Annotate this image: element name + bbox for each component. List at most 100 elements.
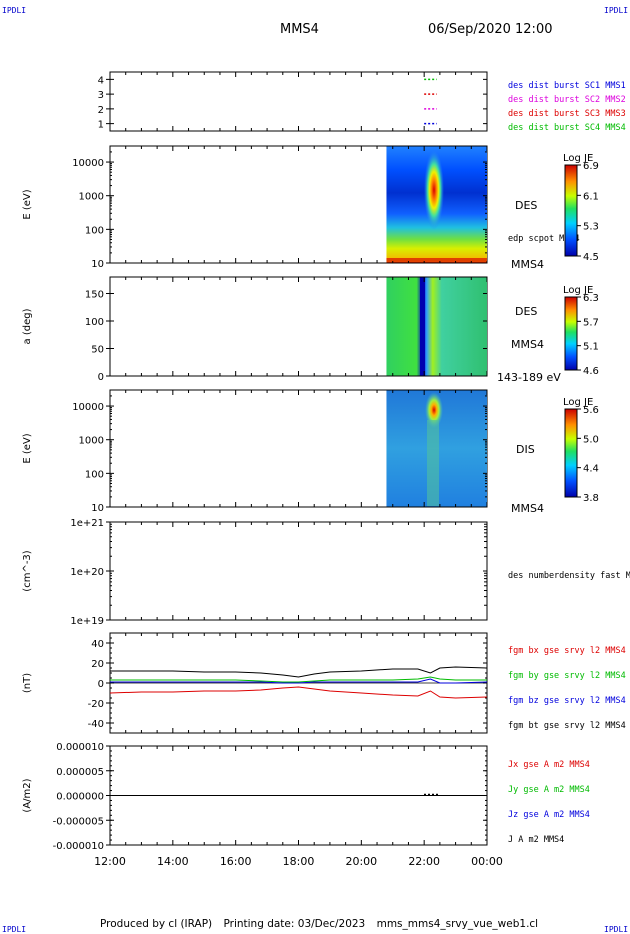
burst-legend-2: des dist burst SC2 MMS2	[508, 95, 626, 105]
dis-energy-instrument: DIS	[516, 443, 535, 456]
colorbar-1	[564, 164, 578, 257]
dis-energy-y-tick-label: 10000	[72, 402, 104, 413]
current-legend-1: Jx gse A m2 MMS4	[508, 760, 590, 770]
density-legend: des numberdensity fast M	[508, 571, 630, 581]
des-energy-y-tick-label: 100	[85, 225, 104, 236]
current-y-tick-label: -0.000005	[53, 816, 104, 827]
footer-file: mms_mms4_srvy_vue_web1.cl	[376, 918, 539, 930]
dis-energy-peak	[425, 392, 443, 428]
corner-tag-top-right: IPDLI	[604, 6, 629, 15]
density-ylabel: (cm^-3)	[22, 550, 33, 591]
time-axis-label: 16:00	[220, 855, 252, 868]
des-pitch-spectrogram-spacecraft: MMS4	[511, 338, 544, 351]
bfield-legend-4: fgm bt gse srvy l2 MMS4	[508, 721, 626, 731]
des-energy-spacecraft: MMS4	[511, 258, 544, 271]
bfield-ylabel: (nT)	[22, 673, 33, 693]
spacecraft-title: MMS4	[280, 22, 319, 37]
des-energy-peak	[424, 150, 444, 230]
dis-energy-y-tick-label: 10	[91, 503, 104, 514]
density-y-tick-label: 1e+19	[70, 616, 104, 627]
time-axis-label: 20:00	[345, 855, 377, 868]
bfield-y-tick-label: -20	[88, 699, 104, 710]
colorbar-2	[564, 296, 578, 371]
des-scpot-line	[386, 258, 487, 261]
colorbar-tick-label: 5.3	[583, 222, 599, 233]
footer-printing-date: Printing date: 03/Dec/2023	[223, 918, 366, 930]
bfield-legend-3: fgm bz gse srvy l2 MMS4	[508, 696, 626, 706]
colorbar-title: Log JE	[563, 153, 593, 164]
current-y-tick-label: -0.000010	[53, 841, 104, 852]
current-legend-3: Jz gse A m2 MMS4	[508, 810, 590, 820]
dis-energy-y-tick-label: 100	[85, 469, 104, 480]
colorbar-tick-label: 4.6	[583, 366, 599, 377]
bfield-line-3	[110, 678, 488, 684]
colorbar-tick-label: 6.9	[583, 161, 599, 172]
corner-tag-bottom-right: IPDLI	[604, 925, 629, 934]
bfield-y-tick-label: -40	[88, 719, 104, 730]
bfield-y-tick-label: 20	[91, 659, 104, 670]
panel-burst-frame	[109, 71, 488, 132]
des-pitch-energy-range: 143-189 eV	[497, 371, 561, 384]
bfield-legend-2: fgm by gse srvy l2 MMS4	[508, 671, 626, 681]
bfield-y-tick-label: 40	[91, 639, 104, 650]
colorbar-tick-label: 5.7	[583, 317, 599, 328]
corner-tag-top-left: IPDLI	[2, 6, 27, 15]
burst-y-tick-label: 3	[98, 90, 104, 101]
colorbar-tick-label: 4.4	[583, 464, 599, 475]
footer-produced-by: Produced by cl (IRAP)	[100, 918, 213, 930]
current-y-tick-label: 0.000000	[56, 792, 104, 803]
time-axis-label: 12:00	[94, 855, 126, 868]
current-legend-4: J A m2 MMS4	[508, 835, 564, 845]
time-axis-label: 18:00	[283, 855, 315, 868]
des-pitch-y-tick-label: 100	[85, 317, 104, 328]
time-axis-label: 14:00	[157, 855, 189, 868]
des-pitch-ylabel: a (deg)	[22, 308, 33, 344]
density-y-tick-label: 1e+21	[70, 518, 104, 529]
colorbar-tick-label: 3.8	[583, 493, 599, 504]
colorbar-tick-label: 5.0	[583, 434, 599, 445]
des-energy-ylabel: E (eV)	[22, 189, 33, 219]
bfield-line-1	[109, 686, 488, 699]
des-pitch-dropout	[420, 277, 425, 376]
colorbar-title: Log JE	[563, 397, 593, 408]
burst-legend-1: des dist burst SC1 MMS1	[508, 81, 626, 91]
des-energy-y-tick-label: 1000	[79, 192, 104, 203]
des-energy-y-tick-label: 10	[91, 259, 104, 270]
bfield-y-tick-label: 0	[98, 679, 104, 690]
bfield-line-2	[110, 676, 487, 683]
current-y-tick-label: 0.000010	[56, 742, 104, 753]
des-pitch-y-tick-label: 0	[98, 372, 104, 383]
dis-energy-spacecraft: MMS4	[511, 502, 544, 515]
burst-y-tick-label: 1	[98, 120, 104, 131]
colorbar-tick-label: 5.6	[583, 405, 599, 416]
bfield-legend-1: fgm bx gse srvy l2 MMS4	[508, 646, 626, 656]
des-energy-y-tick-label: 10000	[72, 158, 104, 169]
datetime-title: 06/Sep/2020 12:00	[428, 22, 553, 37]
bfield-line-4	[110, 666, 488, 678]
time-axis-label: 00:00	[471, 855, 503, 868]
colorbar-tick-label: 6.1	[583, 191, 599, 202]
des-pitch-instrument: DES	[515, 305, 537, 318]
burst-y-tick-label: 2	[98, 105, 104, 116]
des-pitch-y-tick-label: 50	[91, 345, 104, 356]
dis-energy-ylabel: E (eV)	[22, 433, 33, 463]
colorbar-tick-label: 4.5	[583, 252, 599, 263]
dis-core-band	[427, 420, 439, 506]
colorbar-tick-label: 5.1	[583, 342, 599, 353]
dis-energy-y-tick-label: 1000	[79, 436, 104, 447]
current-ylabel: (A/m2)	[22, 778, 33, 812]
burst-y-tick-label: 4	[98, 75, 104, 86]
density-y-tick-label: 1e+20	[70, 567, 104, 578]
colorbar-tick-label: 6.3	[583, 293, 599, 304]
footer: Produced by cl (IRAP) Printing date: 03/…	[100, 918, 546, 930]
corner-tag-bottom-left: IPDLI	[2, 925, 27, 934]
des-energy-overlay: edp scpot MMS4	[508, 234, 580, 244]
time-axis-label: 22:00	[408, 855, 440, 868]
panel-density-frame	[109, 521, 488, 621]
des-energy-instrument: DES	[515, 199, 537, 212]
burst-legend-3: des dist burst SC3 MMS3	[508, 109, 626, 119]
current-legend-2: Jy gse A m2 MMS4	[508, 785, 590, 795]
colorbar-3	[564, 408, 578, 498]
current-y-tick-label: 0.000005	[56, 767, 104, 778]
